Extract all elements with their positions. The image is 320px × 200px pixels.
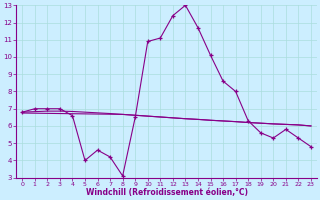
X-axis label: Windchill (Refroidissement éolien,°C): Windchill (Refroidissement éolien,°C)	[85, 188, 248, 197]
